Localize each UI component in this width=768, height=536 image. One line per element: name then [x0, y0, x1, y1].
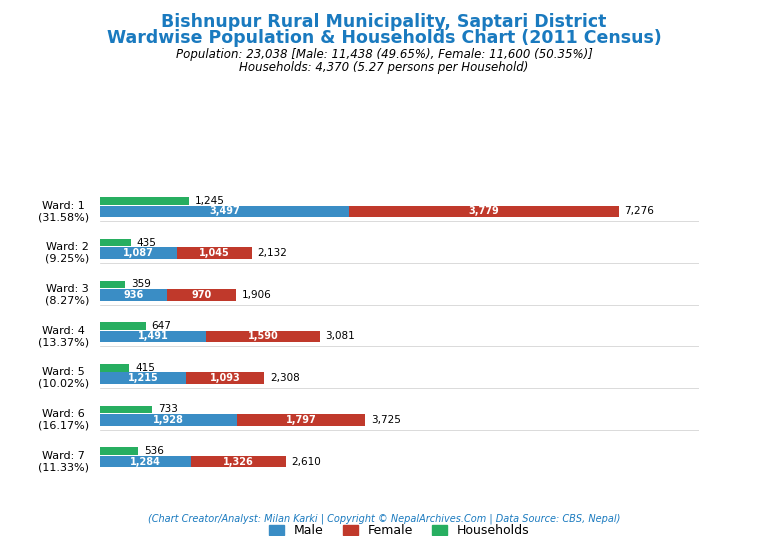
Text: 359: 359 — [131, 279, 151, 289]
Text: 733: 733 — [157, 405, 177, 414]
Text: 936: 936 — [123, 290, 144, 300]
Text: 536: 536 — [144, 446, 164, 456]
Text: 7,276: 7,276 — [624, 206, 654, 217]
Text: 970: 970 — [191, 290, 211, 300]
Text: 1,491: 1,491 — [137, 331, 168, 341]
Text: 2,610: 2,610 — [292, 457, 322, 466]
Text: 2,132: 2,132 — [257, 248, 287, 258]
Bar — [100, 331, 206, 343]
Bar — [100, 206, 349, 217]
Text: 3,779: 3,779 — [468, 206, 499, 217]
Bar — [100, 197, 189, 205]
Text: 3,497: 3,497 — [209, 206, 240, 217]
Text: Wardwise Population & Households Chart (2011 Census): Wardwise Population & Households Chart (… — [107, 29, 661, 48]
Text: 435: 435 — [137, 237, 157, 248]
Text: 3,725: 3,725 — [371, 415, 401, 425]
Bar — [167, 289, 236, 301]
Bar — [100, 373, 187, 384]
Text: 1,093: 1,093 — [210, 373, 241, 383]
Text: 1,245: 1,245 — [194, 196, 224, 206]
Legend: Male, Female, Households: Male, Female, Households — [264, 519, 535, 536]
Bar — [100, 414, 237, 426]
Text: 1,928: 1,928 — [153, 415, 184, 425]
Text: 1,906: 1,906 — [241, 290, 271, 300]
Text: Bishnupur Rural Municipality, Saptari District: Bishnupur Rural Municipality, Saptari Di… — [161, 13, 607, 32]
Text: 1,045: 1,045 — [199, 248, 230, 258]
Bar — [100, 247, 177, 259]
Bar — [187, 373, 264, 384]
Text: 1,087: 1,087 — [123, 248, 154, 258]
Text: 647: 647 — [152, 321, 171, 331]
Bar — [100, 456, 191, 467]
Text: 1,215: 1,215 — [127, 373, 158, 383]
Bar — [206, 331, 319, 343]
Bar — [237, 414, 366, 426]
Bar — [100, 281, 125, 288]
Bar — [191, 456, 286, 467]
Text: Households: 4,370 (5.27 persons per Household): Households: 4,370 (5.27 persons per Hous… — [240, 61, 528, 74]
Text: 1,326: 1,326 — [223, 457, 254, 466]
Bar — [100, 448, 138, 455]
Bar — [177, 247, 252, 259]
Text: Population: 23,038 [Male: 11,438 (49.65%), Female: 11,600 (50.35%)]: Population: 23,038 [Male: 11,438 (49.65%… — [176, 48, 592, 61]
Bar — [100, 289, 167, 301]
Bar — [100, 364, 130, 371]
Bar — [100, 406, 152, 413]
Text: 1,590: 1,590 — [247, 331, 278, 341]
Text: 1,284: 1,284 — [131, 457, 161, 466]
Text: 2,308: 2,308 — [270, 373, 300, 383]
Text: (Chart Creator/Analyst: Milan Karki | Copyright © NepalArchives.Com | Data Sourc: (Chart Creator/Analyst: Milan Karki | Co… — [147, 513, 621, 524]
Text: 1,797: 1,797 — [286, 415, 316, 425]
Text: 415: 415 — [135, 363, 155, 373]
Bar — [100, 322, 146, 330]
Bar — [349, 206, 619, 217]
Text: 3,081: 3,081 — [326, 331, 355, 341]
Bar — [100, 239, 131, 247]
